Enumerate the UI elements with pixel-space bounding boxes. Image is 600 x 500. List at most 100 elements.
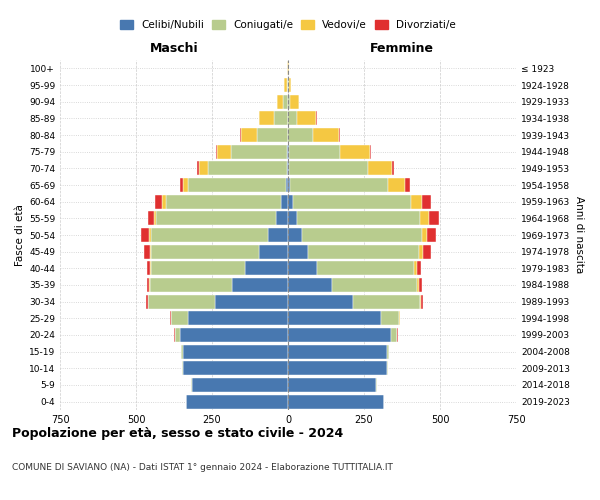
- Bar: [289, 144, 340, 159]
- Bar: [191, 378, 192, 392]
- Bar: [288, 328, 391, 342]
- Bar: [287, 78, 288, 92]
- Bar: [148, 211, 154, 226]
- Y-axis label: Fasce di età: Fasce di età: [15, 204, 25, 266]
- Bar: [288, 344, 387, 359]
- Bar: [180, 178, 183, 192]
- Bar: [146, 294, 148, 308]
- Text: Maschi: Maschi: [149, 42, 199, 55]
- Bar: [308, 244, 419, 259]
- Bar: [288, 211, 297, 226]
- Bar: [406, 178, 410, 192]
- Bar: [259, 112, 274, 126]
- Bar: [340, 144, 370, 159]
- Bar: [231, 144, 287, 159]
- Bar: [287, 144, 288, 159]
- Bar: [151, 228, 268, 242]
- Bar: [215, 294, 288, 308]
- Bar: [149, 228, 151, 242]
- Bar: [274, 112, 287, 126]
- Bar: [245, 261, 288, 276]
- Bar: [284, 78, 287, 92]
- Bar: [157, 211, 277, 226]
- Bar: [288, 294, 353, 308]
- Bar: [288, 278, 332, 292]
- Text: COMUNE DI SAVIANO (NA) - Dati ISTAT 1° gennaio 2024 - Elaborazione TUTTITALIA.IT: COMUNE DI SAVIANO (NA) - Dati ISTAT 1° g…: [12, 462, 393, 471]
- Bar: [288, 311, 381, 326]
- Bar: [290, 178, 388, 192]
- Bar: [422, 228, 427, 242]
- Bar: [423, 244, 431, 259]
- Bar: [188, 178, 286, 192]
- Bar: [288, 228, 302, 242]
- Bar: [197, 162, 199, 175]
- Text: Femmine: Femmine: [370, 42, 434, 55]
- Legend: Celibi/Nubili, Coniugati/e, Vedovi/e, Divorziati/e: Celibi/Nubili, Coniugati/e, Vedovi/e, Di…: [116, 16, 460, 34]
- Text: Popolazione per età, sesso e stato civile - 2024: Popolazione per età, sesso e stato civil…: [12, 428, 343, 440]
- Bar: [287, 162, 288, 175]
- Bar: [289, 162, 368, 175]
- Bar: [288, 162, 289, 175]
- Bar: [288, 394, 384, 409]
- Bar: [288, 244, 308, 259]
- Bar: [277, 94, 283, 109]
- Bar: [142, 228, 149, 242]
- Bar: [281, 194, 288, 209]
- Bar: [257, 128, 287, 142]
- Bar: [180, 328, 288, 342]
- Bar: [150, 244, 151, 259]
- Bar: [410, 194, 422, 209]
- Bar: [166, 194, 281, 209]
- Bar: [192, 378, 288, 392]
- Bar: [171, 311, 188, 326]
- Bar: [289, 128, 313, 142]
- Bar: [151, 244, 259, 259]
- Bar: [208, 162, 287, 175]
- Bar: [283, 94, 288, 109]
- Bar: [417, 261, 421, 276]
- Bar: [148, 294, 215, 308]
- Bar: [170, 311, 171, 326]
- Bar: [289, 78, 292, 92]
- Bar: [391, 328, 397, 342]
- Bar: [288, 361, 387, 376]
- Bar: [183, 361, 288, 376]
- Bar: [427, 228, 436, 242]
- Bar: [288, 178, 290, 192]
- Bar: [183, 344, 288, 359]
- Bar: [217, 144, 231, 159]
- Bar: [240, 128, 241, 142]
- Bar: [149, 278, 232, 292]
- Bar: [293, 194, 410, 209]
- Bar: [182, 361, 183, 376]
- Bar: [381, 311, 399, 326]
- Bar: [317, 261, 414, 276]
- Bar: [370, 144, 371, 159]
- Bar: [146, 278, 149, 292]
- Bar: [392, 162, 394, 175]
- Bar: [162, 194, 166, 209]
- Bar: [288, 378, 376, 392]
- Bar: [144, 244, 150, 259]
- Bar: [420, 211, 429, 226]
- Bar: [297, 211, 420, 226]
- Bar: [288, 144, 289, 159]
- Bar: [302, 228, 422, 242]
- Bar: [155, 194, 162, 209]
- Bar: [150, 261, 151, 276]
- Bar: [353, 294, 420, 308]
- Bar: [288, 78, 289, 92]
- Y-axis label: Anni di nascita: Anni di nascita: [574, 196, 584, 274]
- Bar: [268, 228, 288, 242]
- Bar: [414, 261, 417, 276]
- Bar: [181, 344, 183, 359]
- Bar: [241, 128, 257, 142]
- Bar: [420, 294, 421, 308]
- Bar: [288, 94, 290, 109]
- Bar: [216, 144, 217, 159]
- Bar: [151, 261, 245, 276]
- Bar: [419, 244, 423, 259]
- Bar: [388, 178, 406, 192]
- Bar: [286, 178, 288, 192]
- Bar: [199, 162, 208, 175]
